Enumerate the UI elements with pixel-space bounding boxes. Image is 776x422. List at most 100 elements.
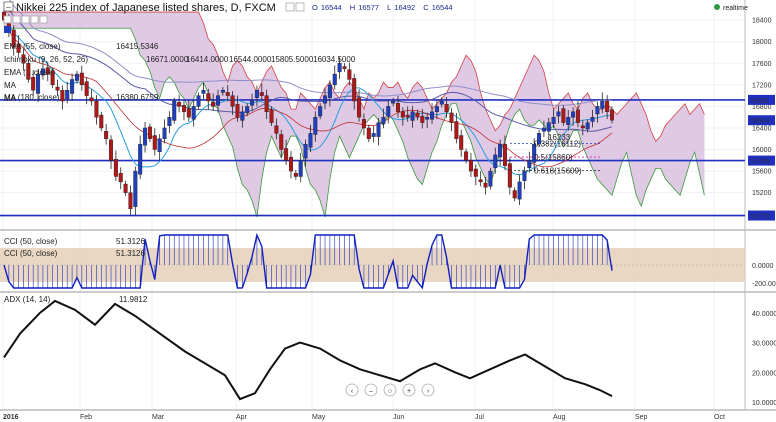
candle-body — [264, 95, 269, 113]
candle-body — [361, 119, 366, 129]
candle-body — [386, 106, 391, 117]
price-axis: 18400 18000 17600 17200 16800 16400 16000 15600… — [748, 18, 775, 221]
candle-body — [434, 106, 439, 113]
candle-body — [138, 143, 143, 175]
zoom-controls[interactable]: ‹ – ○ + › — [345, 383, 435, 397]
candle-body — [347, 69, 352, 80]
candle-body — [162, 127, 167, 139]
candle-body — [133, 170, 138, 207]
legend-row-icons[interactable] — [3, 15, 48, 33]
price-tick-label: 16800 — [752, 104, 772, 111]
scroll-right-icon[interactable] — [421, 383, 435, 397]
candle-body — [89, 97, 94, 102]
candle-body — [561, 108, 566, 123]
price-badge — [748, 115, 775, 126]
eye-icon[interactable] — [295, 2, 305, 12]
candle-body — [527, 160, 532, 169]
candle-body — [21, 54, 26, 64]
zoom-out-icon[interactable] — [364, 383, 378, 397]
indicator-toggle-icon[interactable] — [4, 26, 11, 33]
cloud-area — [4, 12, 705, 217]
x-tick-label: May — [312, 414, 326, 421]
candle-body — [522, 170, 527, 182]
collapse-icon[interactable] — [3, 1, 14, 12]
candle-body — [600, 100, 605, 109]
fib-labels: 0.382(16112) 0.5(15860) 0.618(15609) 16233 — [510, 133, 600, 176]
candle-body — [269, 109, 274, 123]
close-icon[interactable] — [12, 15, 21, 24]
candle-body — [313, 116, 318, 135]
candle-body — [366, 127, 371, 139]
candle-body — [454, 121, 459, 139]
candle-body — [415, 112, 420, 118]
settings-icon[interactable] — [285, 2, 295, 12]
candle-body — [211, 101, 216, 107]
candle-body — [546, 122, 551, 132]
menu-icon[interactable] — [39, 15, 48, 24]
x-tick-label: Jun — [393, 414, 404, 421]
price-badge — [748, 155, 775, 166]
price-tick-label: 15600 — [752, 169, 772, 176]
candle-body — [94, 100, 99, 118]
candle-body — [293, 173, 298, 177]
x-tick-label: Feb — [80, 414, 92, 421]
candle-body — [303, 143, 308, 159]
candle-body — [473, 168, 478, 177]
candle-body — [274, 125, 279, 134]
hide-icon[interactable] — [3, 15, 12, 24]
candle-body — [84, 81, 89, 96]
candle-body — [45, 67, 50, 75]
candle-body — [50, 70, 55, 86]
candle-body — [152, 135, 157, 150]
candle-body — [191, 106, 196, 120]
x-tick-label: Mar — [152, 414, 165, 421]
candle-body — [147, 126, 152, 139]
ichimoku-value-3: 16544.0000 — [229, 55, 272, 64]
candle-body — [439, 100, 444, 105]
eye-icon[interactable] — [30, 15, 39, 24]
candle-body — [216, 95, 221, 106]
settings-icon[interactable] — [21, 15, 30, 24]
header-controls[interactable] — [285, 2, 305, 12]
candle-body — [337, 63, 342, 73]
candle-body — [493, 154, 498, 169]
candle-body — [468, 160, 473, 172]
cci-pane: CCI (50, close) 51.3126 CCI (50, close) 51.… — [0, 232, 776, 290]
candle-body — [488, 170, 493, 187]
ichimoku-value-1: 16671.0000 — [146, 55, 189, 64]
cci-label: CCI (50, close) — [4, 249, 58, 258]
candle-body — [250, 100, 255, 106]
candle-body — [240, 111, 245, 121]
ma180-label: MA (180, close) — [4, 93, 60, 102]
reset-icon[interactable] — [383, 383, 397, 397]
candle-body — [376, 122, 381, 137]
candle-body — [36, 73, 41, 94]
candle-body — [167, 116, 172, 127]
candle-body — [206, 93, 211, 102]
price-badge — [748, 210, 775, 221]
realtime-dot-icon — [714, 4, 720, 10]
candle-body — [464, 151, 469, 161]
candle-body — [566, 116, 571, 125]
zoom-in-icon[interactable] — [402, 383, 416, 397]
ma180-line — [9, 0, 613, 106]
header: – Nikkei 225 index of Japanese listed sh… — [3, 1, 748, 14]
svg-text:–: – — [6, 3, 11, 12]
cci-value: 51.3126 — [116, 249, 145, 258]
candle-body — [201, 90, 206, 94]
price-tick-label: 16000 — [752, 147, 772, 154]
candle-body — [79, 72, 84, 86]
fib-label-extra: 16233 — [548, 133, 571, 142]
realtime-label: realtime — [723, 5, 748, 12]
candle-body — [575, 109, 580, 123]
price-badge-label: 14776 — [750, 214, 770, 221]
indicator-legends: EMA (55, close) 16415.5346 Ichimoku (9, … — [3, 15, 356, 103]
candle-body — [381, 116, 386, 124]
candle-body — [405, 114, 410, 118]
ema-label: EMA (55, close) — [4, 42, 61, 51]
scroll-left-icon[interactable] — [345, 383, 359, 397]
span-b-line — [4, 27, 705, 218]
price-tick-label: 18000 — [752, 39, 772, 46]
candle-body — [425, 116, 430, 120]
